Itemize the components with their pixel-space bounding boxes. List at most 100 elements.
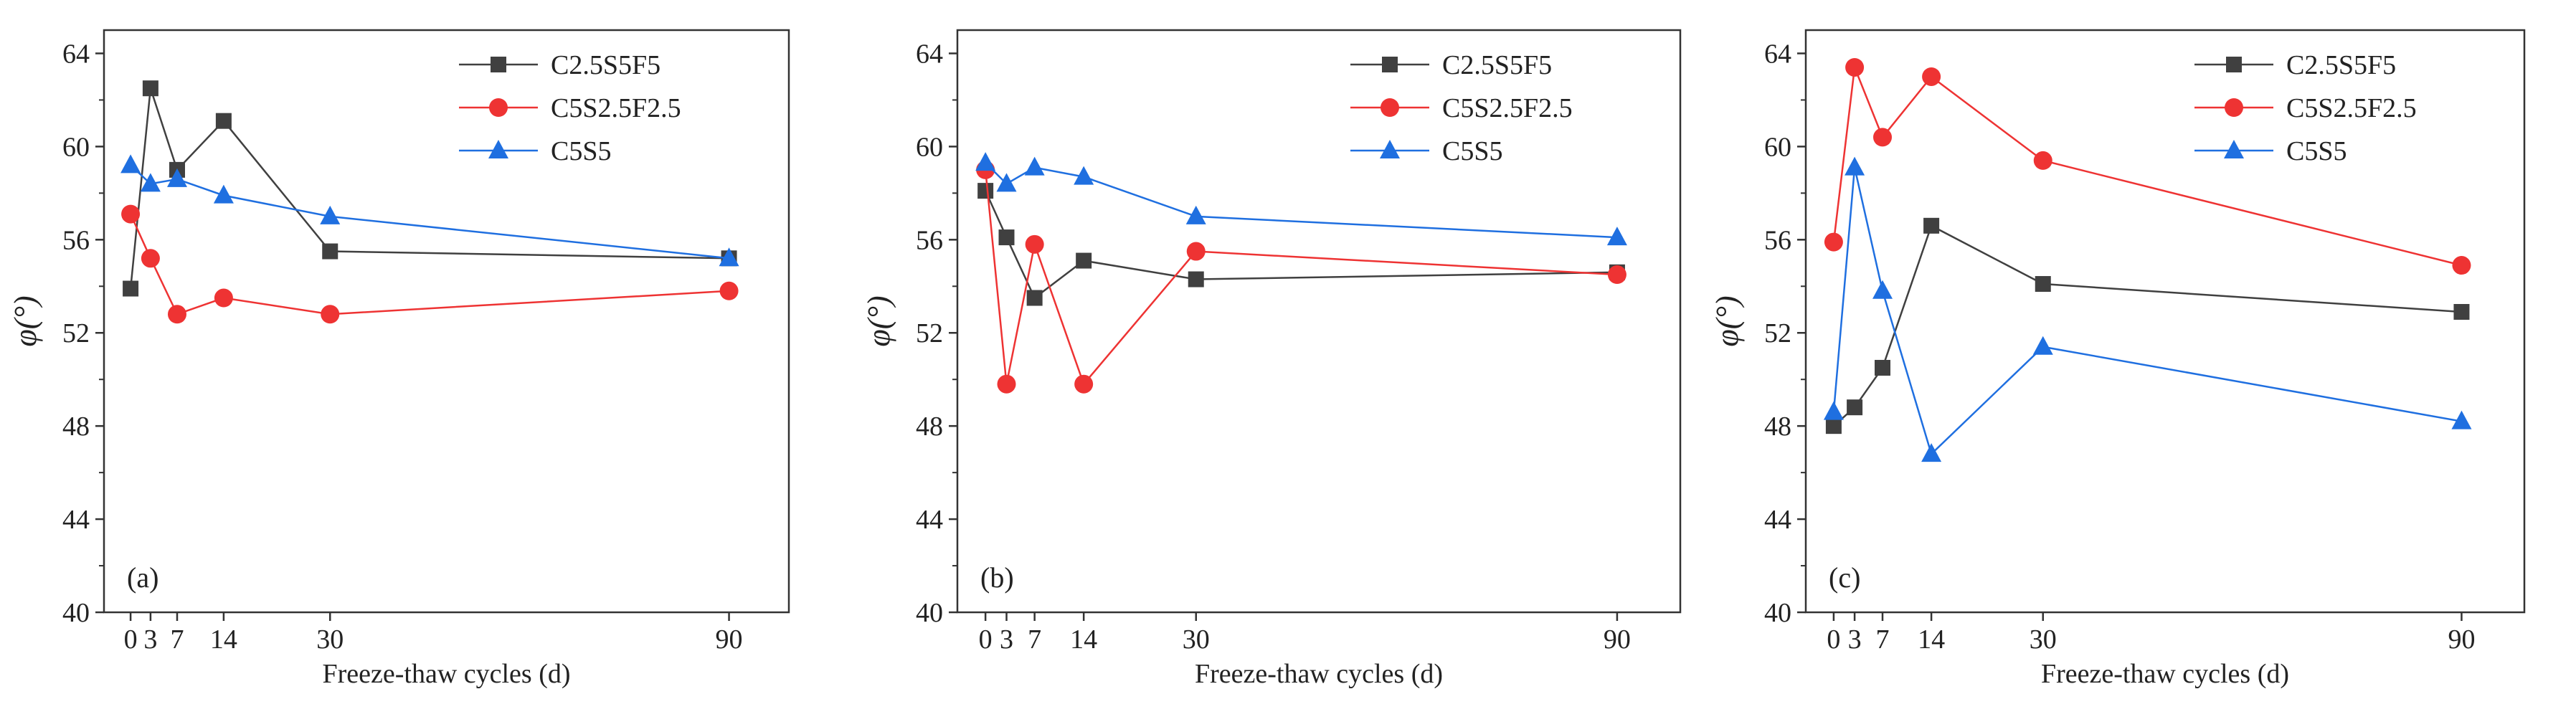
x-tick-label: 7 bbox=[1028, 624, 1041, 655]
data-point bbox=[1026, 290, 1043, 306]
x-tick-label: 3 bbox=[1848, 624, 1862, 655]
data-point bbox=[123, 280, 139, 297]
legend-label: C2.5S5F5 bbox=[551, 50, 660, 80]
legend-label: C5S2.5F2.5 bbox=[551, 93, 681, 123]
data-point bbox=[1921, 443, 1942, 462]
data-point bbox=[719, 281, 739, 300]
x-axis-title: Freeze-thaw cycles (d) bbox=[322, 659, 570, 689]
data-point bbox=[2035, 276, 2051, 293]
series-line bbox=[129, 87, 729, 289]
data-point bbox=[997, 374, 1016, 394]
legend: C2.5S5F5 C5S2.5F2.5 C5S5 bbox=[1350, 50, 1573, 166]
legend-marker bbox=[2226, 57, 2242, 72]
legend-label: C5S2.5F2.5 bbox=[1442, 93, 1573, 123]
data-point bbox=[214, 288, 233, 308]
panel-1: 40 44 48 52 56 60 64 0 3 7 14 30 90 Freeze-thaw cycle… bbox=[8, 29, 790, 689]
y-tick-label: 64 bbox=[62, 39, 90, 69]
y-tick-label: 52 bbox=[916, 318, 943, 348]
data-point bbox=[1606, 227, 1627, 246]
y-tick-label: 40 bbox=[916, 598, 943, 628]
data-point bbox=[1185, 205, 1206, 224]
y-tick-label: 48 bbox=[1764, 412, 1791, 442]
y-tick-label: 44 bbox=[62, 505, 90, 535]
series-C5S5 bbox=[975, 152, 1627, 246]
data-point bbox=[2452, 256, 2471, 275]
data-point bbox=[1074, 374, 1094, 394]
x-tick-label: 30 bbox=[2030, 624, 2057, 655]
legend-label: C5S2.5F2.5 bbox=[2286, 93, 2417, 123]
series-line bbox=[1832, 167, 2462, 456]
data-point bbox=[166, 168, 187, 187]
data-point bbox=[142, 80, 158, 97]
y-tick-label: 40 bbox=[1764, 598, 1791, 628]
y-tick-label: 44 bbox=[916, 505, 943, 535]
y-tick-label: 64 bbox=[1764, 39, 1791, 69]
series-C5S5 bbox=[1823, 156, 2472, 462]
data-point bbox=[2032, 336, 2053, 355]
data-point bbox=[121, 204, 141, 224]
y-tick-label: 60 bbox=[62, 132, 90, 162]
data-point bbox=[1875, 359, 1891, 376]
panel-2: 40 44 48 52 56 60 64 0 3 7 14 30 90 Freeze-thaw cycle… bbox=[861, 29, 1682, 689]
legend-item: C5S5 bbox=[459, 136, 611, 166]
x-tick-label: 90 bbox=[1604, 624, 1631, 655]
legend-label: C2.5S5F5 bbox=[2286, 50, 2396, 80]
x-axis-title: Freeze-thaw cycles (d) bbox=[2041, 659, 2289, 689]
y-tick-label: 52 bbox=[1764, 318, 1791, 348]
data-point bbox=[975, 152, 996, 171]
legend-marker bbox=[1380, 140, 1400, 158]
x-tick-label: 7 bbox=[170, 624, 184, 655]
data-point bbox=[996, 173, 1017, 192]
legend-label: C5S5 bbox=[551, 136, 611, 166]
y-tick-label: 40 bbox=[62, 598, 90, 628]
y-axis-title: φ(°) bbox=[8, 295, 43, 346]
data-point bbox=[1825, 418, 1842, 434]
y-tick-label: 64 bbox=[916, 39, 943, 69]
legend-label: C5S5 bbox=[2286, 136, 2347, 166]
data-point bbox=[1845, 57, 1865, 77]
panel-label: (c) bbox=[1829, 561, 1860, 594]
data-point bbox=[2453, 304, 2470, 320]
series-C2.5S5F5 bbox=[123, 80, 737, 297]
data-point bbox=[320, 205, 341, 224]
data-point bbox=[213, 184, 234, 204]
x-tick-label: 7 bbox=[1876, 624, 1890, 655]
legend-marker bbox=[491, 57, 506, 72]
legend-marker bbox=[488, 140, 508, 158]
data-point bbox=[120, 154, 141, 174]
series-C5S5 bbox=[120, 154, 739, 267]
legend-item: C5S2.5F2.5 bbox=[1350, 93, 1573, 123]
data-point bbox=[1025, 234, 1044, 254]
y-tick-label: 60 bbox=[916, 132, 943, 162]
data-point bbox=[140, 173, 161, 192]
x-axis-title: Freeze-thaw cycles (d) bbox=[1195, 659, 1443, 689]
x-tick-label: 0 bbox=[124, 624, 138, 655]
data-point bbox=[141, 249, 160, 268]
y-tick-label: 48 bbox=[916, 412, 943, 442]
x-tick-label: 30 bbox=[316, 624, 344, 655]
legend-item: C5S5 bbox=[1350, 136, 1502, 166]
y-tick-label: 60 bbox=[1764, 132, 1791, 162]
data-point bbox=[1824, 232, 1843, 252]
y-tick-label: 56 bbox=[1764, 225, 1791, 255]
data-point bbox=[719, 247, 739, 267]
data-point bbox=[2033, 151, 2052, 170]
data-point bbox=[1845, 156, 1865, 176]
series-C2.5S5F5 bbox=[1825, 217, 2470, 434]
x-tick-label: 30 bbox=[1183, 624, 1210, 655]
y-tick-label: 44 bbox=[1764, 505, 1791, 535]
y-axis-title: φ(°) bbox=[861, 295, 896, 346]
legend-item: C5S2.5F2.5 bbox=[459, 93, 681, 123]
data-point bbox=[1024, 156, 1045, 176]
data-point bbox=[1872, 280, 1893, 299]
x-tick-label: 90 bbox=[716, 624, 743, 655]
x-tick-label: 3 bbox=[143, 624, 157, 655]
series-line bbox=[1832, 67, 2462, 267]
y-tick-label: 56 bbox=[62, 225, 90, 255]
y-tick-label: 52 bbox=[62, 318, 90, 348]
legend-marker bbox=[1382, 57, 1398, 72]
data-point bbox=[1873, 128, 1893, 147]
x-tick-label: 90 bbox=[2448, 624, 2475, 655]
